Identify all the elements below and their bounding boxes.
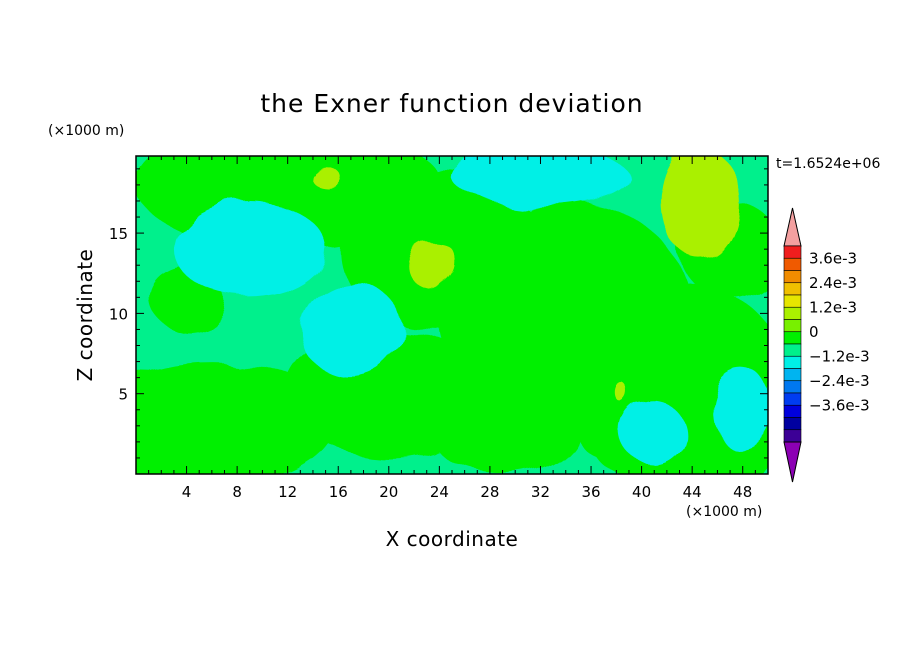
strong-positive-contour-patch — [310, 167, 341, 187]
x-unit-label: (×1000 m) — [686, 504, 762, 520]
y-tick-label: 15 — [109, 225, 128, 243]
colorbar-label: 1.2e-3 — [809, 298, 857, 316]
colorbar-swatch — [783, 343, 802, 357]
colorbar-swatch — [783, 319, 802, 333]
colorbar-label: 3.6e-3 — [809, 249, 857, 267]
colorbar-label: −3.6e-3 — [809, 396, 870, 414]
strong-positive-contour-patch — [660, 156, 737, 258]
chart-title: the Exner function deviation — [260, 89, 643, 118]
y-axis-label: Z coordinate — [73, 249, 97, 382]
colorbar: 3.6e-3 2.4e-3 1.2e-3 0 −1.2e-3 −2.4e-3 −3.6e-3 — [783, 207, 870, 483]
colorbar-label: −2.4e-3 — [809, 372, 870, 390]
positive-contour-patch — [136, 361, 339, 474]
strong-positive-contour-patch — [616, 384, 629, 404]
x-tick-label: 20 — [379, 483, 398, 501]
colorbar-swatch — [783, 429, 802, 443]
negative-contour-patch — [622, 401, 686, 466]
colorbar-swatch — [783, 282, 802, 296]
x-tick-label: 8 — [232, 483, 242, 501]
x-axis-label: X coordinate — [386, 527, 519, 551]
contour-field — [136, 156, 768, 474]
x-tick-label: 28 — [480, 483, 499, 501]
colorbar-lower-arrow — [783, 441, 802, 483]
colorbar-swatch — [783, 306, 802, 320]
negative-contour-patch — [173, 200, 326, 298]
negative-contour-patch — [711, 369, 768, 450]
negative-contour-patch — [452, 156, 629, 206]
x-tick-label: 32 — [531, 483, 550, 501]
x-tick-label: 36 — [581, 483, 600, 501]
x-tick-label: 44 — [683, 483, 702, 501]
negative-region — [173, 156, 768, 466]
time-label: t=1.6524e+06 — [776, 156, 880, 172]
colorbar-swatch — [783, 380, 802, 394]
positive-contour-patch — [426, 377, 579, 474]
colorbar-swatch — [783, 331, 802, 345]
positive-region — [136, 156, 768, 474]
colorbar-swatch — [783, 404, 802, 418]
colorbar-swatch — [783, 368, 802, 382]
colorbar-swatch — [783, 294, 802, 308]
colorbar-label: −1.2e-3 — [809, 347, 870, 365]
y-tick-label: 5 — [118, 386, 128, 404]
y-axis: 5 10 15 — [109, 168, 768, 459]
colorbar-swatch — [783, 355, 802, 369]
x-tick-label: 24 — [430, 483, 449, 501]
colorbar-swatch — [783, 257, 802, 271]
strong-positive-contour-patch — [407, 241, 459, 290]
x-tick-label: 12 — [278, 483, 297, 501]
x-tick-label: 40 — [632, 483, 651, 501]
x-tick-label: 48 — [733, 483, 752, 501]
colorbar-swatch — [783, 245, 802, 259]
colorbar-label: 2.4e-3 — [809, 274, 857, 292]
x-axis: 4 8 12 16 20 24 28 32 36 40 44 48 — [148, 156, 756, 501]
colorbar-label: 0 — [809, 323, 819, 341]
y-tick-label: 10 — [109, 305, 128, 323]
colorbar-upper-arrow — [783, 207, 802, 247]
colorbar-swatch — [783, 417, 802, 431]
positive-contour-patch — [565, 329, 642, 458]
colorbar-swatch — [783, 392, 802, 406]
strong-positive-region — [310, 156, 737, 404]
negative-contour-patch — [300, 281, 402, 378]
colorbar-swatch — [783, 270, 802, 284]
x-tick-label: 16 — [329, 483, 348, 501]
x-tick-label: 4 — [182, 483, 192, 501]
z-unit-label: (×1000 m) — [48, 123, 124, 139]
